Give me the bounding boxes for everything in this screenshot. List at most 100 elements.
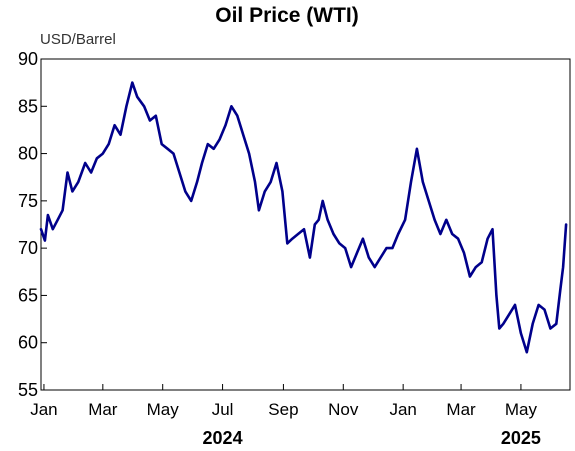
data-point xyxy=(474,266,477,268)
data-point xyxy=(314,223,316,226)
x-tick-label: Jan xyxy=(389,400,416,419)
data-point xyxy=(263,190,266,193)
data-point xyxy=(379,256,382,259)
data-point xyxy=(321,200,324,202)
data-point xyxy=(96,157,98,160)
x-tick-label: Jul xyxy=(212,400,234,419)
data-point xyxy=(286,242,289,245)
data-point xyxy=(362,237,364,240)
data-point xyxy=(391,247,394,249)
data-point xyxy=(160,143,163,145)
data-point xyxy=(40,228,42,231)
data-point xyxy=(207,143,209,145)
data-point xyxy=(332,233,335,235)
data-point xyxy=(51,228,54,231)
data-point xyxy=(445,218,448,221)
data-point xyxy=(356,252,358,254)
data-point xyxy=(90,171,92,174)
data-point xyxy=(291,237,294,240)
data-point xyxy=(397,233,400,235)
data-point xyxy=(102,152,104,155)
data-point xyxy=(338,242,341,245)
y-tick-label: 75 xyxy=(18,191,38,211)
x-axis: Jan Mar May Jul Sep Nov Jan Mar May xyxy=(30,384,537,419)
data-point xyxy=(131,81,134,84)
data-point xyxy=(526,351,528,353)
data-point xyxy=(190,200,192,202)
data-point xyxy=(498,327,501,330)
data-point xyxy=(61,209,64,212)
data-point xyxy=(172,152,175,155)
data-point xyxy=(56,218,59,221)
data-point xyxy=(178,171,181,174)
data-point xyxy=(136,96,138,98)
x-tick-label: Mar xyxy=(88,400,118,419)
data-point xyxy=(549,327,552,330)
data-point xyxy=(373,266,376,268)
year-label: 2024 xyxy=(203,428,243,448)
series-layer xyxy=(39,81,568,354)
data-point xyxy=(486,237,489,240)
data-point xyxy=(451,233,454,235)
data-point xyxy=(155,114,157,117)
y-tick-label: 80 xyxy=(18,144,38,164)
data-point xyxy=(457,237,459,240)
data-point xyxy=(514,304,516,306)
x-tick-label: Nov xyxy=(328,400,359,419)
data-point xyxy=(275,162,278,164)
data-point xyxy=(508,313,510,316)
data-point xyxy=(565,223,567,226)
data-point xyxy=(344,247,347,249)
y-tick-label: 70 xyxy=(18,238,38,258)
year-labels: 2024 2025 xyxy=(203,428,541,448)
data-point xyxy=(491,228,494,231)
data-point xyxy=(427,200,430,202)
data-point xyxy=(248,152,250,155)
y-tick-label: 90 xyxy=(18,49,38,69)
y-axis-unit-label: USD/Barrel xyxy=(40,31,116,48)
data-point xyxy=(531,323,534,325)
data-point xyxy=(107,143,110,145)
data-point xyxy=(416,148,418,150)
y-tick-label: 65 xyxy=(18,285,38,305)
data-point xyxy=(47,214,49,216)
data-point xyxy=(166,148,169,150)
data-point xyxy=(439,233,442,235)
data-point xyxy=(44,239,46,242)
data-point xyxy=(317,218,320,221)
data-point xyxy=(84,162,86,164)
data-point xyxy=(495,294,498,297)
x-tick-label: Sep xyxy=(268,400,298,419)
data-point xyxy=(242,133,244,136)
data-point xyxy=(258,209,260,212)
y-tick-label: 85 xyxy=(18,96,38,116)
data-point xyxy=(463,252,465,254)
data-point xyxy=(537,304,540,306)
data-point xyxy=(201,162,203,164)
data-point xyxy=(368,256,370,259)
data-point xyxy=(281,190,284,193)
data-point xyxy=(230,105,233,108)
x-tick-label: Jan xyxy=(30,400,57,419)
series-line xyxy=(39,81,568,354)
data-point xyxy=(254,181,256,183)
data-point xyxy=(125,105,128,108)
data-point xyxy=(480,261,483,264)
data-point xyxy=(196,181,198,183)
data-point xyxy=(309,256,311,259)
data-point xyxy=(469,275,471,278)
x-tick-label: May xyxy=(505,400,538,419)
data-point xyxy=(269,181,272,183)
data-point xyxy=(385,247,388,249)
x-tick-label: May xyxy=(147,400,180,419)
data-point xyxy=(404,218,406,221)
data-point xyxy=(66,171,69,174)
data-point xyxy=(71,190,74,193)
data-point xyxy=(350,266,352,268)
data-point xyxy=(421,181,424,183)
data-point xyxy=(410,181,412,183)
data-point xyxy=(520,332,522,335)
data-point xyxy=(212,148,215,150)
data-point xyxy=(559,289,561,292)
